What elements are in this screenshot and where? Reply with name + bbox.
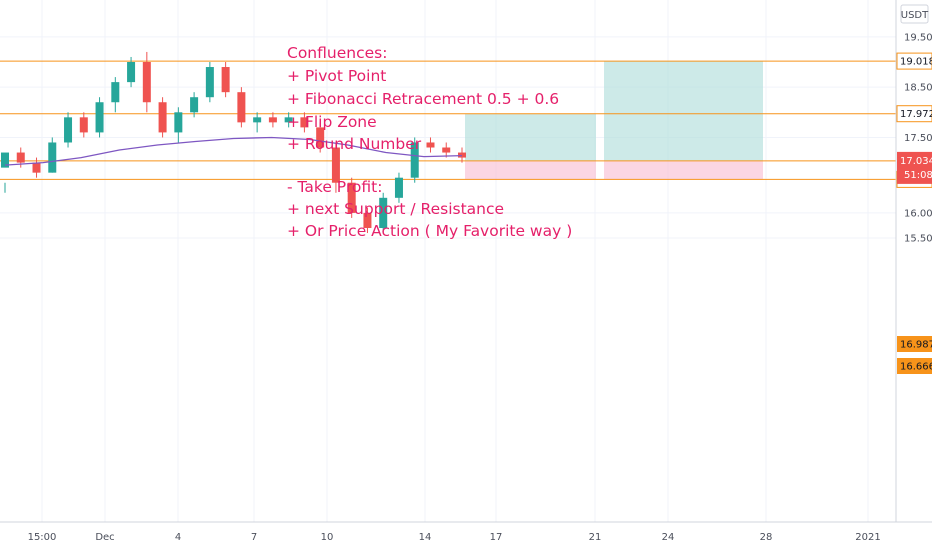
candle-body-30 [458, 152, 466, 158]
annotation-line-1: Confluences: [287, 44, 387, 62]
y-tick-label-5: 15.500 [904, 234, 932, 245]
candle-body-13 [190, 97, 199, 113]
y-tick-label-3: 17.500 [904, 133, 932, 144]
candle-body-28 [426, 142, 435, 148]
annotation-line-8: + Or Price Action ( My Favorite way ) [287, 222, 572, 240]
candle-body-7 [95, 102, 104, 133]
stop-zone-1 [465, 160, 596, 180]
annotation-line-5: + Round Number [287, 135, 422, 153]
target-zone-1 [465, 113, 596, 161]
stop-tag-box [897, 336, 932, 352]
candle-body-24 [363, 212, 372, 228]
level-tag-box-1 [896, 52, 932, 70]
x-tick-label-8: 21 [589, 532, 602, 543]
x-tick-label-5: 10 [321, 532, 334, 543]
grid-lines [0, 0, 896, 522]
candle-body-18 [268, 117, 277, 123]
candle-body-2 [16, 152, 25, 163]
x-tick-label-2: Dec [95, 532, 114, 543]
candle-body-26 [394, 177, 403, 198]
x-tick-label-1: 15:00 [28, 532, 57, 543]
candle-body-8 [111, 82, 120, 103]
ma-line [4, 136, 463, 166]
candle-body-20 [300, 117, 309, 128]
currency-badge-box [900, 4, 929, 24]
annotation-line-3: + Fibonacci Retracement 0.5 + 0.6 [287, 90, 559, 108]
currency-label: USDT [901, 10, 929, 21]
level-tag-label-1: 19.018 [900, 57, 932, 68]
x-tick-label-6: 14 [419, 532, 432, 543]
y-tick-label-1: 19.500 [904, 32, 932, 43]
x-tick-label-9: 24 [662, 532, 675, 543]
candle-body-3 [32, 162, 41, 173]
target-zone-2 [604, 61, 763, 161]
candle-body-27 [410, 142, 419, 178]
candle-body-19 [284, 117, 293, 123]
candle-body-17 [253, 117, 262, 123]
candle-body-4 [48, 142, 57, 173]
level-tag-filled [897, 358, 932, 374]
candle-body-11 [158, 102, 167, 133]
candle-body-10 [142, 62, 151, 103]
candle-body-6 [79, 117, 88, 133]
annotation-line-6: - Take Profit: [287, 178, 382, 196]
stop-tag-label: 16.987 [900, 340, 932, 351]
candle-body-29 [442, 147, 451, 153]
moving-average [4, 136, 463, 166]
candle-body-5 [64, 117, 73, 143]
price-axis[interactable]: 19.500 18.500 17.500 16.000 15.500 19.018 17.9… [896, 32, 932, 374]
time-axis[interactable]: 15:00 Dec 4 7 10 14 17 21 24 28 2021 [28, 532, 881, 543]
position-boxes [465, 61, 763, 180]
candle-body-22 [331, 147, 340, 183]
candle-body-9 [127, 62, 136, 83]
annotation-line-7: + next Support / Resistance [287, 200, 504, 218]
candle-body-23 [347, 182, 356, 213]
y-tick-label-2: 18.500 [904, 83, 932, 94]
stop-zone-2 [604, 160, 763, 180]
candle-body-14 [205, 67, 214, 98]
horizontal-levels [0, 60, 896, 180]
candle-body-15 [221, 67, 230, 93]
y-tick-label-4: 16.000 [904, 208, 932, 219]
annotation: Confluences: + Pivot Point + Fibonacci R… [287, 44, 572, 240]
x-tick-label-10: 28 [760, 532, 773, 543]
level-tag-label-2: 17.972 [900, 109, 932, 120]
annotation-line-4: + Flip Zone [287, 113, 377, 131]
last-price-label: 17.034 [900, 156, 932, 167]
candle-body-12 [174, 112, 183, 133]
x-tick-label-7: 17 [490, 532, 503, 543]
last-price-tag [897, 151, 932, 184]
currency-badge[interactable]: USDT [900, 4, 929, 24]
candle-body-1 [1, 152, 9, 168]
candle-body-16 [237, 92, 246, 123]
x-tick-label-4: 7 [251, 532, 257, 543]
x-tick-label-11: 2021 [855, 532, 880, 543]
level-tag-box-2 [896, 105, 932, 123]
candle-body-25 [379, 197, 388, 228]
candle-body-21 [316, 127, 325, 148]
level-tag-filled-label: 16.666 [900, 362, 932, 373]
x-tick-label-3: 4 [175, 532, 181, 543]
candlesticks[interactable] [1, 51, 466, 234]
annotation-line-2: + Pivot Point [287, 67, 386, 85]
countdown-label: 51:08 [904, 170, 932, 181]
